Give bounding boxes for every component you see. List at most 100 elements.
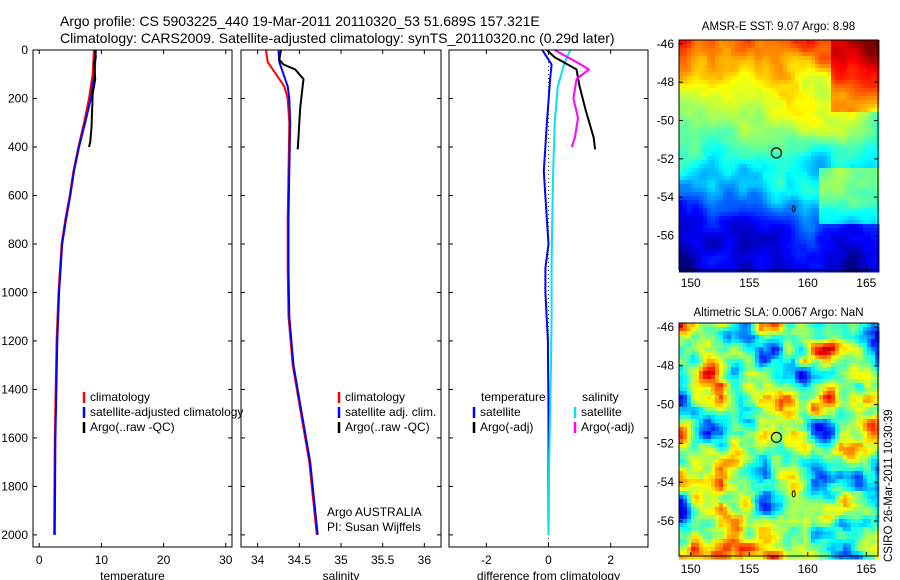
sla-cell <box>739 323 744 328</box>
sst-cell <box>739 48 744 53</box>
sst-cell <box>875 72 880 77</box>
sst-cell <box>823 260 828 265</box>
sst-cell <box>815 264 820 269</box>
sla-cell <box>843 415 848 420</box>
sla-cell <box>795 343 800 348</box>
sla-cell <box>831 439 836 444</box>
sst-cell <box>723 224 728 229</box>
sst-cell <box>703 128 708 133</box>
sla-cell <box>835 383 840 388</box>
sst-cell <box>791 64 796 69</box>
sst-cell <box>839 44 844 49</box>
sla-cell <box>787 403 792 408</box>
sla-cell <box>803 423 808 428</box>
sla-cell <box>803 415 808 420</box>
sla-cell <box>683 435 688 440</box>
sst-cell <box>691 120 696 125</box>
sst-cell <box>867 180 872 185</box>
sst-cell <box>799 216 804 221</box>
sla-cell <box>739 439 744 444</box>
sst-cell <box>871 52 876 57</box>
sla-cell <box>799 411 804 416</box>
sst-cell <box>727 144 732 149</box>
sst-cell <box>779 88 784 93</box>
sst-cell <box>719 172 724 177</box>
sla-cell <box>743 439 748 444</box>
sst-cell <box>799 88 804 93</box>
sla-cell <box>743 343 748 348</box>
sst-cell <box>679 88 684 93</box>
sst-cell <box>827 156 832 161</box>
sst-cell <box>839 148 844 153</box>
sla-cell <box>815 439 820 444</box>
sst-cell <box>827 188 832 193</box>
sla-cell <box>803 455 808 460</box>
sst-cell <box>743 116 748 121</box>
sla-cell <box>859 331 864 336</box>
sst-cell <box>743 264 748 269</box>
sst-cell <box>695 168 700 173</box>
sla-cell <box>775 419 780 424</box>
sst-cell <box>771 116 776 121</box>
sst-cell <box>803 72 808 77</box>
sst-cell <box>783 176 788 181</box>
sst-cell <box>823 92 828 97</box>
sst-cell <box>679 228 684 233</box>
sla-cell <box>743 331 748 336</box>
sla-cell <box>703 427 708 432</box>
sla-cell <box>839 331 844 336</box>
sst-cell <box>835 192 840 197</box>
sst-cell <box>867 196 872 201</box>
sst-cell <box>727 156 732 161</box>
sst-cell <box>683 68 688 73</box>
sla-cell <box>743 419 748 424</box>
sst-cell <box>695 124 700 129</box>
sst-cell <box>859 228 864 233</box>
sla-cell <box>683 343 688 348</box>
sst-cell <box>827 160 832 165</box>
sla-cell <box>779 415 784 420</box>
sla-cell <box>875 423 880 428</box>
sst-cell <box>715 44 720 49</box>
sla-cell <box>739 379 744 384</box>
sla-cell <box>691 431 696 436</box>
sst-cell <box>679 100 684 105</box>
sst-cell <box>683 168 688 173</box>
sst-cell <box>823 248 828 253</box>
sla-cell <box>815 371 820 376</box>
sst-cell <box>739 60 744 65</box>
sst-cell <box>791 176 796 181</box>
sst-cell <box>867 64 872 69</box>
sst-cell <box>711 188 716 193</box>
sst-cell <box>683 160 688 165</box>
sst-cell <box>699 232 704 237</box>
sla-cell <box>779 367 784 372</box>
sst-cell <box>715 188 720 193</box>
sla-cell <box>823 407 828 412</box>
sla-cell <box>823 375 828 380</box>
sst-cell <box>751 240 756 245</box>
sla-cell <box>803 323 808 328</box>
sst-cell <box>835 204 840 209</box>
sst-cell <box>863 212 868 217</box>
sla-cell <box>807 343 812 348</box>
sst-cell <box>763 152 768 157</box>
sla-cell <box>719 423 724 428</box>
sla-cell <box>795 323 800 328</box>
sla-cell <box>735 379 740 384</box>
sst-cell <box>799 112 804 117</box>
sst-cell <box>795 248 800 253</box>
sla-cell <box>827 327 832 332</box>
sla-cell <box>859 323 864 328</box>
sla-cell <box>783 403 788 408</box>
sst-cell <box>843 132 848 137</box>
sst-cell <box>691 192 696 197</box>
sst-cell <box>691 64 696 69</box>
sla-cell <box>847 443 852 448</box>
sla-cell <box>735 431 740 436</box>
sla-cell <box>759 463 764 468</box>
sst-cell <box>731 212 736 217</box>
sst-cell <box>695 128 700 133</box>
sla-cell <box>727 379 732 384</box>
sst-cell <box>771 180 776 185</box>
